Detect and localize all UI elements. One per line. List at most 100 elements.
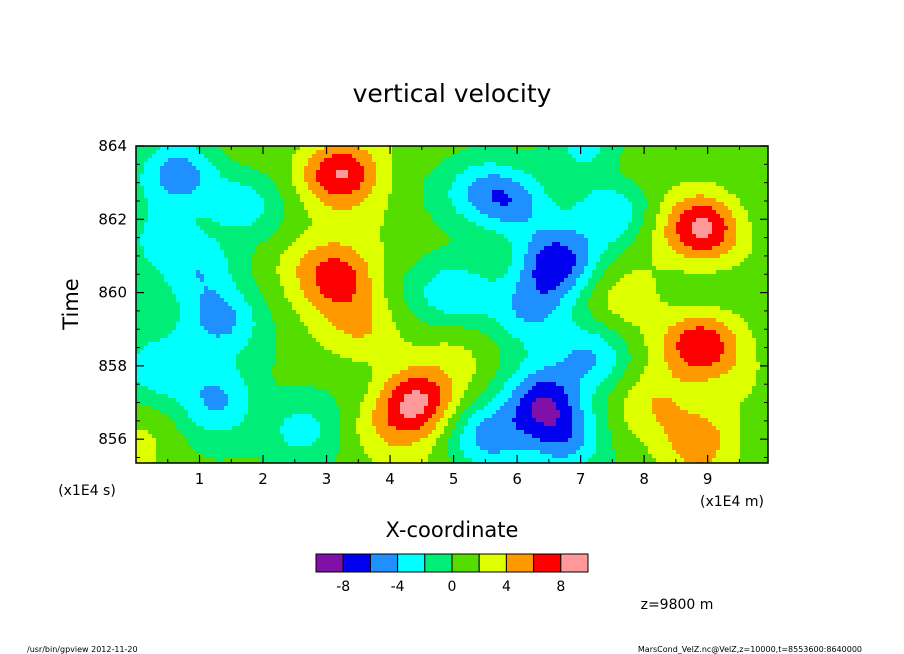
field-cell [660, 174, 665, 179]
field-cell [488, 198, 493, 203]
field-cell [388, 266, 393, 271]
field-cell [328, 182, 333, 187]
field-cell [232, 266, 237, 271]
field-cell [512, 178, 517, 183]
field-cell [676, 218, 681, 223]
field-cell [152, 250, 157, 255]
field-cell [636, 198, 641, 203]
field-cell [428, 234, 433, 239]
field-cell [328, 166, 333, 171]
field-cell [316, 258, 321, 263]
field-cell [200, 198, 205, 203]
field-cell [628, 246, 633, 251]
field-cell [620, 186, 625, 191]
field-cell [468, 246, 473, 251]
field-cell [608, 222, 613, 227]
field-cell [436, 210, 441, 215]
field-cell [408, 182, 413, 187]
field-cell [764, 230, 768, 235]
field-cell [392, 262, 397, 267]
field-cell [484, 186, 489, 191]
field-cell [512, 154, 517, 159]
field-cell [744, 238, 749, 243]
field-cell [648, 194, 653, 199]
field-cell [744, 190, 749, 195]
field-cell [544, 230, 549, 235]
field-cell [224, 194, 229, 199]
field-cell [596, 186, 601, 191]
field-cell [392, 190, 397, 195]
field-cell [708, 146, 713, 151]
field-cell [528, 226, 533, 231]
field-cell [224, 226, 229, 231]
field-cell [616, 166, 621, 171]
field-cell [740, 198, 745, 203]
field-cell [220, 242, 225, 247]
field-cell [368, 234, 373, 239]
field-cell [416, 222, 421, 227]
field-cell [656, 238, 661, 243]
field-cell [180, 250, 185, 255]
field-cell [344, 258, 349, 263]
field-cell [208, 230, 213, 235]
field-cell [304, 170, 309, 175]
field-cell [640, 206, 645, 211]
field-cell [188, 182, 193, 187]
field-cell [556, 246, 561, 251]
field-cell [632, 194, 637, 199]
field-cell [740, 242, 745, 247]
field-cell [540, 266, 545, 271]
field-cell [428, 210, 433, 215]
field-cell [724, 170, 729, 175]
field-cell [276, 158, 281, 163]
field-cell [144, 242, 149, 247]
field-cell [276, 214, 281, 219]
field-cell [760, 194, 765, 199]
field-cell [376, 198, 381, 203]
field-cell [640, 230, 645, 235]
field-cell [672, 246, 677, 251]
field-cell [580, 230, 585, 235]
field-cell [444, 218, 449, 223]
field-cell [312, 262, 317, 267]
field-cell [184, 246, 189, 251]
field-cell [312, 146, 317, 151]
field-cell [212, 270, 217, 275]
field-cell [304, 222, 309, 227]
field-cell [544, 210, 549, 215]
field-cell [744, 202, 749, 207]
field-cell [240, 150, 245, 155]
field-cell [476, 234, 481, 239]
field-cell [564, 194, 569, 199]
field-cell [168, 190, 173, 195]
field-cell [416, 146, 421, 151]
field-cell [476, 230, 481, 235]
field-cell [504, 210, 509, 215]
field-cell [192, 178, 197, 183]
field-cell [704, 178, 709, 183]
field-cell [332, 206, 337, 211]
field-cell [400, 210, 405, 215]
field-cell [424, 190, 429, 195]
field-cell [388, 162, 393, 167]
field-cell [556, 194, 561, 199]
field-cell [728, 162, 733, 167]
field-cell [264, 182, 269, 187]
field-cell [284, 238, 289, 243]
field-cell [672, 266, 677, 271]
field-cell [688, 170, 693, 175]
field-cell [748, 174, 753, 179]
field-cell [200, 266, 205, 271]
field-cell [292, 222, 297, 227]
field-cell [208, 202, 213, 207]
field-cell [352, 158, 357, 163]
field-cell [572, 150, 577, 155]
field-cell [440, 266, 445, 271]
field-cell [664, 154, 669, 159]
field-cell [356, 238, 361, 243]
field-cell [456, 242, 461, 247]
field-cell [700, 258, 705, 263]
field-cell [600, 198, 605, 203]
field-cell [340, 250, 345, 255]
field-cell [412, 146, 417, 151]
